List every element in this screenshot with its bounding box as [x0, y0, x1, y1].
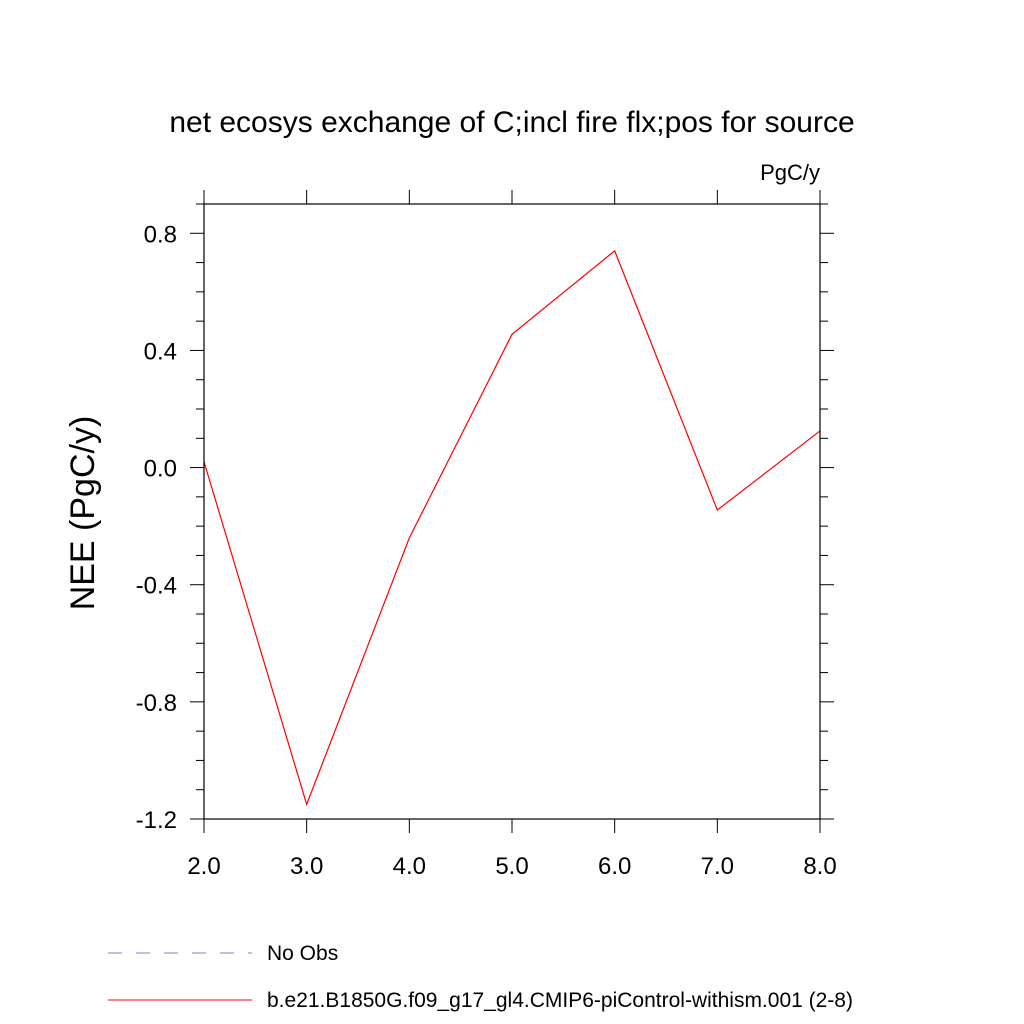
units-label: PgC/y — [760, 160, 820, 185]
x-tick-label: 4.0 — [393, 853, 426, 880]
series-line-1 — [203, 249, 821, 807]
plot-area — [203, 249, 821, 807]
y-tick-label: -0.8 — [136, 690, 177, 717]
x-tick-label: 6.0 — [598, 853, 631, 880]
legend-label-0: No Obs — [267, 942, 338, 965]
x-tick-label: 8.0 — [803, 853, 836, 880]
x-tick-label: 3.0 — [290, 853, 323, 880]
y-tick-label: -0.4 — [136, 573, 177, 600]
x-tick-label: 5.0 — [495, 853, 528, 880]
y-tick-label: 0.4 — [144, 338, 177, 365]
x-tick-label: 2.0 — [187, 853, 220, 880]
y-tick-label: -1.2 — [136, 807, 177, 834]
axis-ticks: 2.0 3.0 4.0 5.0 6.0 7.0 8.0 0.8 0.4 0.0 -0.4 -0.8 -1… — [136, 190, 837, 880]
y-tick-label: 0.8 — [144, 221, 177, 248]
plot-frame — [203, 203, 821, 820]
legend-label-1: b.e21.B1850G.f09_g17_gl4.CMIP6-piControl… — [267, 989, 853, 1012]
legend: No Obs b.e21.B1850G.f09_g17_gl4.CMIP6-piC… — [108, 942, 853, 1012]
y-axis-label: NEE (PgC/y) — [64, 416, 102, 611]
chart-title: net ecosys exchange of C;incl fire flx;p… — [169, 106, 854, 139]
y-tick-label: 0.0 — [144, 456, 177, 483]
x-tick-label: 7.0 — [701, 853, 734, 880]
